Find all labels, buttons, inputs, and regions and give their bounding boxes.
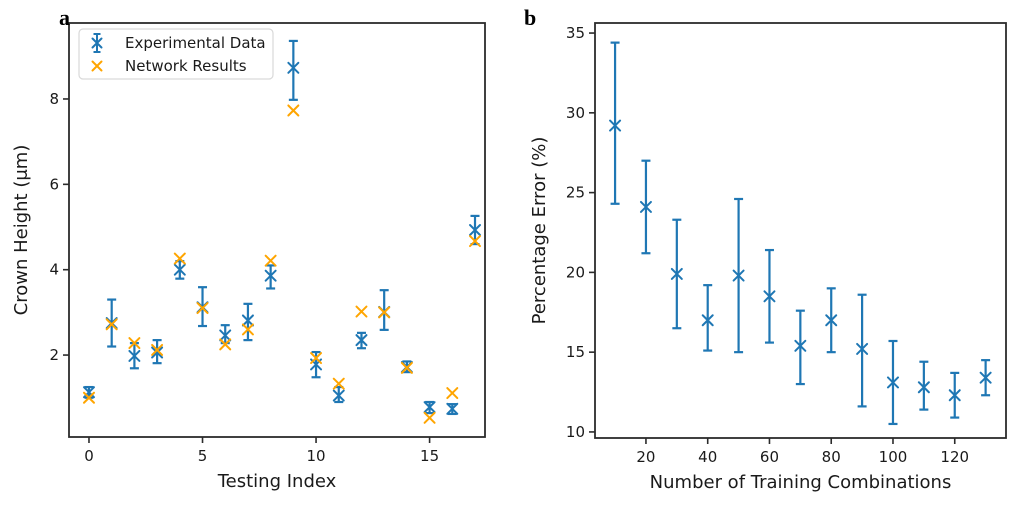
data-point-x-marker (378, 306, 391, 319)
data-point-x-marker (173, 263, 186, 276)
panel-a-y-tick-label: 8 (49, 90, 59, 108)
data-point-x-marker (639, 200, 652, 213)
panel-b-y-tick-label: 10 (566, 423, 585, 441)
data-point-x-marker (151, 343, 164, 356)
data-point-x-marker (264, 254, 277, 267)
data-point-x-marker (948, 389, 961, 402)
data-point-x-marker (446, 402, 459, 415)
data-point-x-marker (446, 387, 459, 400)
panel-a-x-tick-label: 5 (198, 447, 208, 465)
panel-b-x-axis-label: Number of Training Combinations (650, 472, 952, 493)
panel-a-legend: Experimental Data Network Results (78, 28, 274, 80)
panel-b-y-tick-label: 35 (566, 24, 585, 42)
panel-b-x-tick-label: 20 (636, 448, 655, 466)
panel-a-series-network-results (82, 104, 482, 424)
panel-b-series-percentage-error (609, 41, 992, 426)
panel-a-series-experimental-data (82, 39, 482, 416)
panel-b-x-tick-label: 100 (879, 448, 908, 466)
data-point-x-marker (151, 346, 164, 359)
panel-a-x-tick-label: 15 (420, 447, 439, 465)
data-point-x-marker (732, 269, 745, 282)
panel-b-y-tick-label: 25 (566, 184, 585, 202)
data-point-x-marker (105, 318, 118, 331)
data-point-x-marker (332, 389, 345, 402)
data-point-x-marker (400, 361, 413, 374)
data-point-x-marker (825, 314, 838, 327)
panel-a-plot-box (68, 22, 486, 438)
legend-entry-label: Network Results (125, 57, 247, 75)
data-point-x-marker (219, 329, 232, 342)
data-point-x-marker (886, 376, 899, 389)
data-point-x-marker (670, 267, 683, 280)
data-point-x-marker (355, 334, 368, 347)
panel-a-y-axis-label: Crown Height (μm) (11, 145, 32, 316)
data-point-x-marker (979, 371, 992, 384)
panel-a-y-tick-label: 4 (49, 261, 59, 279)
panel-b-plot-box (594, 22, 1007, 439)
data-point-x-marker (423, 401, 436, 414)
panel-b-y-tick-label: 20 (566, 263, 585, 281)
data-point-x-marker (287, 61, 300, 74)
data-point-x-marker (128, 337, 141, 350)
data-point-x-marker (310, 352, 323, 365)
legend-box (78, 28, 274, 80)
panel-b: 20 40 60 80 100 120 10 15 20 25 30 35 Number of Trai… (529, 22, 1007, 493)
data-point-x-marker (856, 342, 869, 355)
data-point-x-marker (423, 411, 436, 424)
data-point-x-marker (355, 305, 368, 318)
panel-b-y-tick-label: 15 (566, 343, 585, 361)
data-point-x-marker (241, 323, 254, 336)
legend-x-marker-glyph (91, 37, 103, 49)
legend-x-marker-glyph (91, 60, 103, 72)
panel-a-y-tick-label: 2 (49, 346, 59, 364)
panel-a: 0 5 10 15 2 4 6 8 Testing Index Crown Height (μm)… (11, 22, 486, 492)
panel-b-x-tick-label: 40 (698, 448, 717, 466)
data-point-x-marker (469, 224, 482, 236)
data-point-x-marker (196, 302, 209, 315)
panel-a-x-tick-label: 0 (84, 447, 94, 465)
data-point-x-marker (264, 269, 277, 282)
data-point-x-marker (219, 338, 232, 351)
panel-b-x-tick-label: 80 (822, 448, 841, 466)
data-point-x-marker (469, 235, 482, 248)
data-point-x-marker (241, 314, 254, 327)
panel-b-y-axis-label: Percentage Error (%) (529, 137, 550, 325)
panel-b-y-tick-label: 30 (566, 104, 585, 122)
panel-b-label: b (524, 5, 537, 30)
data-point-x-marker (701, 314, 714, 327)
legend-entry-label: Experimental Data (125, 34, 266, 52)
panel-a-y-tick-label: 6 (49, 175, 59, 193)
data-point-x-marker (794, 339, 807, 352)
panel-a-x-axis-label: Testing Index (217, 471, 337, 492)
data-point-x-marker (609, 119, 622, 132)
data-point-x-marker (82, 391, 95, 404)
data-point-x-marker (287, 104, 300, 117)
data-point-x-marker (173, 252, 186, 265)
panel-a-label: a (59, 5, 70, 30)
panel-b-x-tick-label: 120 (940, 448, 969, 466)
panel-a-x-tick-label: 10 (307, 447, 326, 465)
panel-b-x-tick-label: 60 (760, 448, 779, 466)
data-point-x-marker (917, 381, 930, 394)
data-point-x-marker (128, 349, 141, 362)
data-point-x-marker (332, 377, 345, 390)
data-point-x-marker (763, 290, 776, 303)
